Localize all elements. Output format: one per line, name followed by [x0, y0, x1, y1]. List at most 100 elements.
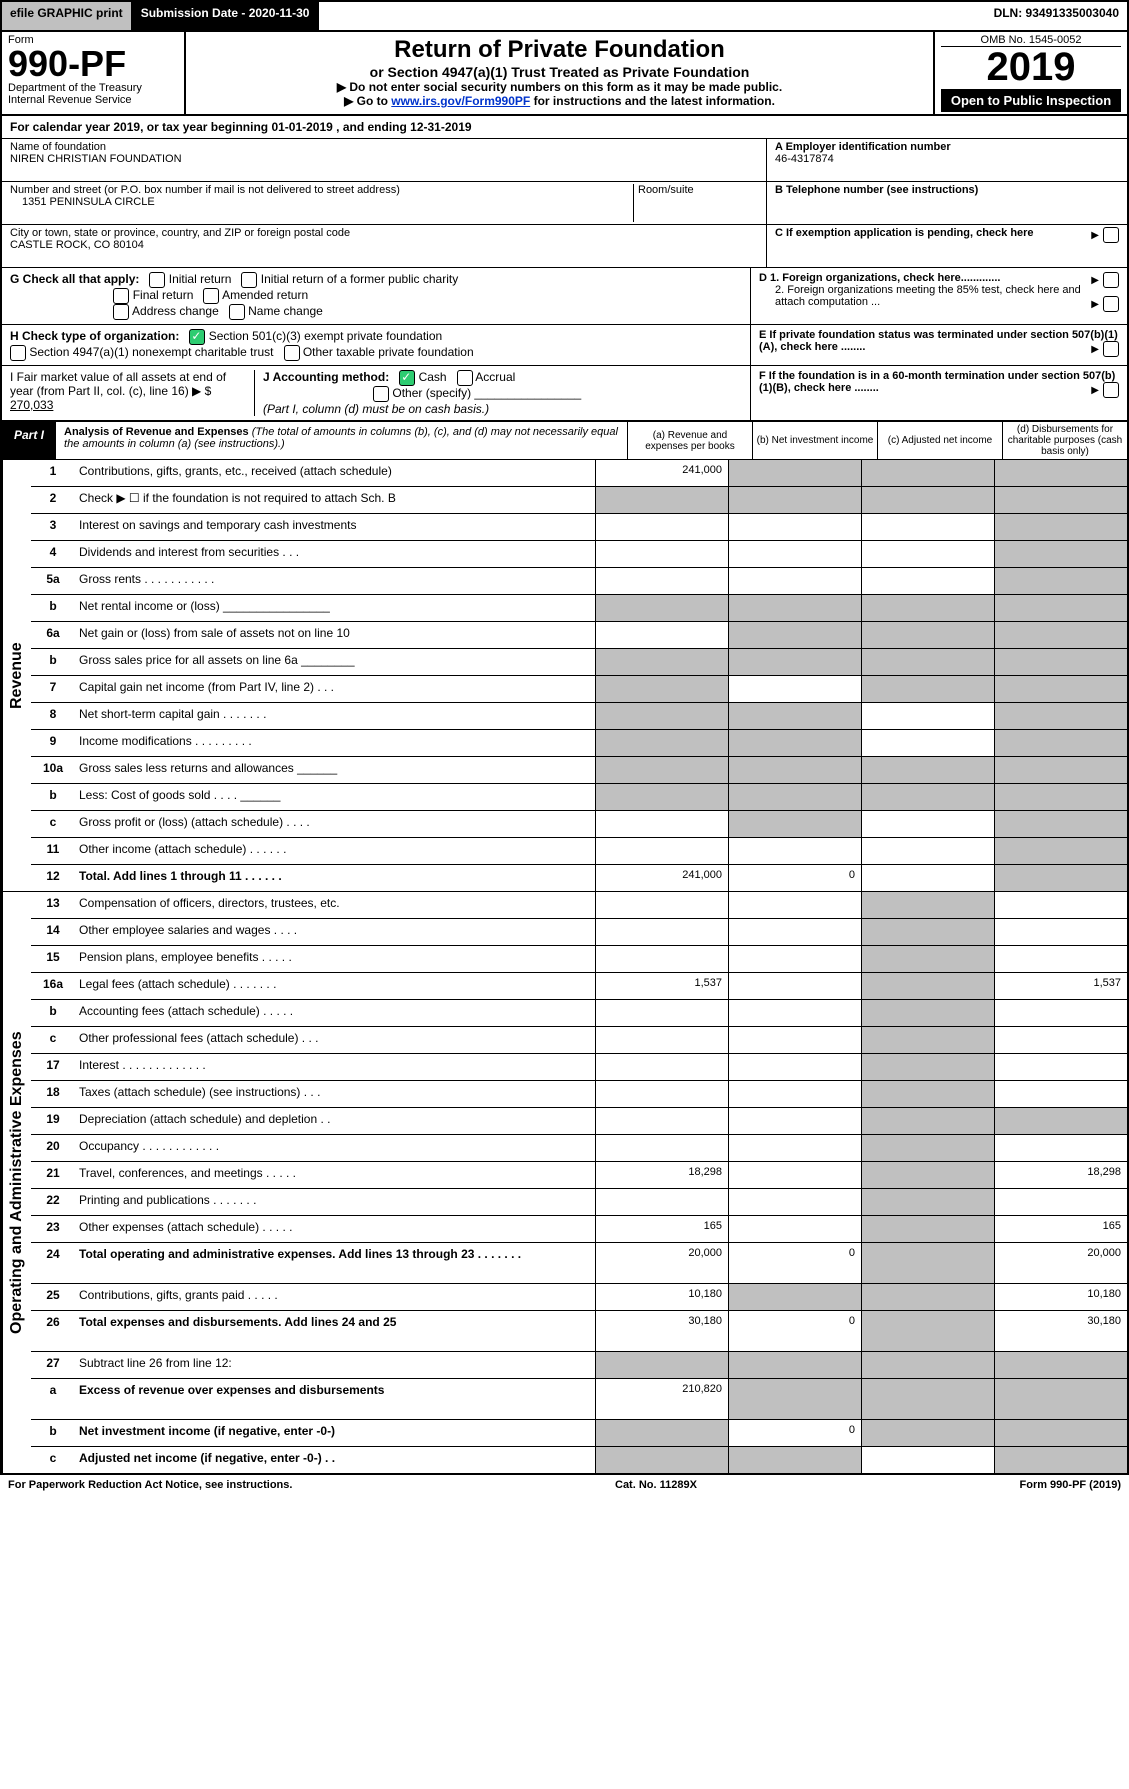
h-501c3[interactable] — [189, 329, 205, 345]
d1-checkbox[interactable] — [1103, 272, 1119, 288]
part1: Part I Analysis of Revenue and Expenses … — [0, 422, 1129, 1475]
info-grid: Name of foundation NIREN CHRISTIAN FOUND… — [0, 139, 1129, 268]
line-desc: Contributions, gifts, grants, etc., rece… — [75, 460, 595, 486]
revenue-vlabel: Revenue — [2, 460, 31, 891]
line-desc: Interest on savings and temporary cash i… — [75, 514, 595, 540]
name-label: Name of foundation — [10, 141, 758, 153]
cell-a — [595, 1352, 728, 1378]
line-number: 16a — [31, 973, 75, 999]
g-left: G Check all that apply: Initial return I… — [2, 268, 751, 324]
city-value: CASTLE ROCK, CO 80104 — [10, 239, 758, 251]
cell-b — [728, 1284, 861, 1310]
line-desc: Less: Cost of goods sold . . . . ______ — [75, 784, 595, 810]
line-desc: Other professional fees (attach schedule… — [75, 1027, 595, 1053]
table-row: cGross profit or (loss) (attach schedule… — [31, 811, 1127, 838]
cell-c — [861, 1311, 994, 1351]
j-cash[interactable] — [399, 370, 415, 386]
g-final[interactable] — [113, 288, 129, 304]
line-number: 20 — [31, 1135, 75, 1161]
cell-c — [861, 838, 994, 864]
table-row: bLess: Cost of goods sold . . . . ______ — [31, 784, 1127, 811]
line-desc: Subtract line 26 from line 12: — [75, 1352, 595, 1378]
g-name[interactable] — [229, 304, 245, 320]
cell-c — [861, 622, 994, 648]
table-row: 18Taxes (attach schedule) (see instructi… — [31, 1081, 1127, 1108]
f-label: F If the foundation is in a 60-month ter… — [759, 370, 1115, 394]
g-initial-former[interactable] — [241, 272, 257, 288]
revenue-rows: 1Contributions, gifts, grants, etc., rec… — [31, 460, 1127, 891]
cell-b: 0 — [728, 1311, 861, 1351]
g-opt4: Amended return — [222, 288, 308, 302]
g-amended[interactable] — [203, 288, 219, 304]
g-address[interactable] — [113, 304, 129, 320]
line-number: b — [31, 649, 75, 675]
d2-arrow — [1091, 296, 1119, 312]
j-accrual[interactable] — [457, 370, 473, 386]
cell-a: 210,820 — [595, 1379, 728, 1419]
line-desc: Other expenses (attach schedule) . . . .… — [75, 1216, 595, 1242]
line-number: 14 — [31, 919, 75, 945]
cell-a — [595, 541, 728, 567]
cell-d: 165 — [994, 1216, 1127, 1242]
line-desc: Net gain or (loss) from sale of assets n… — [75, 622, 595, 648]
title-column: Return of Private Foundation or Section … — [186, 32, 935, 114]
line-number: b — [31, 595, 75, 621]
cell-c — [861, 541, 994, 567]
table-row: 19Depreciation (attach schedule) and dep… — [31, 1108, 1127, 1135]
line-number: 18 — [31, 1081, 75, 1107]
address-row: Number and street (or P.O. box number if… — [2, 182, 766, 225]
form-column: Form 990-PF Department of the Treasury I… — [2, 32, 186, 114]
cell-b — [728, 1447, 861, 1473]
h-4947[interactable] — [10, 345, 26, 361]
table-row: 26Total expenses and disbursements. Add … — [31, 1311, 1127, 1352]
cell-b — [728, 811, 861, 837]
cell-a — [595, 568, 728, 594]
cell-a — [595, 1189, 728, 1215]
line-desc: Other employee salaries and wages . . . … — [75, 919, 595, 945]
efile-label[interactable]: efile GRAPHIC print — [2, 2, 133, 30]
line-number: 24 — [31, 1243, 75, 1283]
c-checkbox[interactable] — [1103, 227, 1119, 243]
j-other[interactable] — [373, 386, 389, 402]
line-desc: Depreciation (attach schedule) and deple… — [75, 1108, 595, 1134]
line-desc: Contributions, gifts, grants paid . . . … — [75, 1284, 595, 1310]
g-initial[interactable] — [149, 272, 165, 288]
cell-a — [595, 703, 728, 729]
cell-a: 30,180 — [595, 1311, 728, 1351]
d2-checkbox[interactable] — [1103, 296, 1119, 312]
cell-d — [994, 784, 1127, 810]
h-opt3: Other taxable private foundation — [303, 345, 474, 359]
table-row: 2Check ▶ ☐ if the foundation is not requ… — [31, 487, 1127, 514]
line-number: 7 — [31, 676, 75, 702]
phone-row: B Telephone number (see instructions) — [767, 182, 1127, 225]
e-checkbox[interactable] — [1103, 341, 1119, 357]
line-desc: Gross sales less returns and allowances … — [75, 757, 595, 783]
cell-a — [595, 1054, 728, 1080]
f-checkbox[interactable] — [1103, 382, 1119, 398]
table-row: 7Capital gain net income (from Part IV, … — [31, 676, 1127, 703]
line-desc: Net short-term capital gain . . . . . . … — [75, 703, 595, 729]
line-number: 13 — [31, 892, 75, 918]
i-label: I Fair market value of all assets at end… — [10, 370, 226, 398]
info-right: A Employer identification number 46-4317… — [767, 139, 1127, 268]
cell-c — [861, 1027, 994, 1053]
form-title: Return of Private Foundation — [190, 36, 929, 64]
h-other[interactable] — [284, 345, 300, 361]
e-label: E If private foundation status was termi… — [759, 329, 1118, 353]
cell-c — [861, 703, 994, 729]
cell-c — [861, 1054, 994, 1080]
cell-a — [595, 676, 728, 702]
line-desc: Net investment income (if negative, ente… — [75, 1420, 595, 1446]
table-row: 4Dividends and interest from securities … — [31, 541, 1127, 568]
d2-label: 2. Foreign organizations meeting the 85%… — [775, 284, 1081, 308]
cell-c — [861, 730, 994, 756]
note2: ▶ Go to www.irs.gov/Form990PF for instru… — [190, 94, 929, 108]
form-link[interactable]: www.irs.gov/Form990PF — [391, 94, 530, 108]
h-row: H Check type of organization: Section 50… — [0, 325, 1129, 366]
info-left: Name of foundation NIREN CHRISTIAN FOUND… — [2, 139, 767, 268]
c-arrow — [1091, 227, 1119, 243]
cell-c — [861, 595, 994, 621]
col-c: (c) Adjusted net income — [878, 422, 1003, 460]
cell-c — [861, 1216, 994, 1242]
j-cash-label: Cash — [419, 370, 447, 384]
